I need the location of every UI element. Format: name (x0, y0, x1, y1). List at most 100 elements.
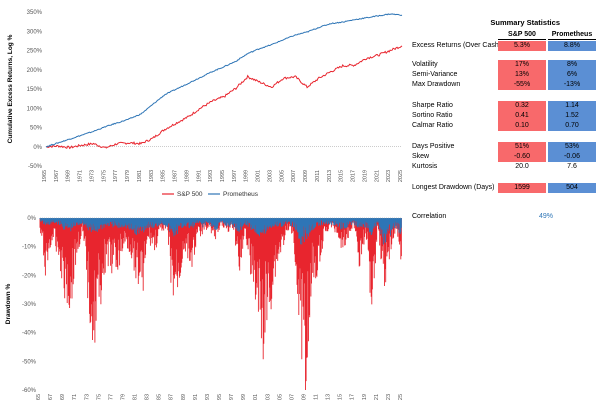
y-tick-label: 100% (27, 106, 43, 112)
x-tick-label: 17 (350, 394, 356, 400)
y-tick-label: 350% (27, 10, 43, 16)
stat-label: Semi-Variance (412, 71, 458, 78)
x-tick-label: 19 (362, 394, 368, 400)
y-tick-label: 300% (27, 29, 43, 35)
x-tick-label: 65 (36, 394, 42, 400)
x-tick-label: 1999 (244, 170, 250, 182)
x-tick-label: 11 (314, 394, 320, 400)
stat-value-prometheus: 7.6 (567, 163, 577, 170)
x-tick-label: 1985 (161, 170, 167, 182)
x-tick-label: 23 (386, 394, 392, 400)
legend-label-sp500: S&P 500 (177, 191, 203, 198)
stat-row-kurtosis: Kurtosis 20.0 7.6 (412, 162, 598, 172)
stat-value-prometheus: 8% (548, 60, 596, 70)
correlation-label: Correlation (412, 213, 447, 220)
y-tick-label: -40% (22, 331, 37, 337)
x-tick-label: 1987 (173, 170, 179, 182)
stat-row-skew: Skew -0.60 -0.06 (412, 152, 598, 162)
y-axis-label: Drawdown % (5, 284, 12, 325)
x-tick-label: 05 (277, 394, 283, 400)
x-tick-label: 1997 (232, 170, 238, 182)
x-tick-label: 71 (72, 394, 78, 400)
x-tick-label: 85 (157, 394, 163, 400)
stat-value-prometheus: 8.8% (548, 41, 596, 51)
x-tick-label: 81 (133, 394, 139, 400)
stat-row-semi-variance: Semi-Variance 13% 6% (412, 70, 598, 80)
stat-value-sp500: 20.0 (515, 163, 529, 170)
stat-value-prometheus: 1.14 (548, 101, 596, 111)
x-tick-label: 97 (229, 394, 235, 400)
y-tick-label: 200% (27, 68, 43, 74)
y-tick-label: 50% (30, 126, 43, 132)
y-tick-label: 150% (27, 87, 43, 93)
stat-row-longest-drawdown: Longest Drawdown (Days) 1599 504 (412, 183, 598, 193)
stat-value-prometheus: -13% (548, 80, 596, 90)
x-tick-label: 77 (108, 394, 114, 400)
stat-value-prometheus: 6% (548, 70, 596, 80)
x-tick-label: 2017 (351, 170, 357, 182)
prometheus-drawdown (39, 218, 402, 245)
x-tick-label: 69 (60, 394, 66, 400)
x-tick-label: 13 (326, 394, 332, 400)
x-tick-label: 67 (48, 394, 54, 400)
x-tick-label: 95 (217, 394, 223, 400)
x-tick-label: 1973 (89, 170, 95, 182)
x-tick-label: 1983 (149, 170, 155, 182)
x-tick-label: 1989 (184, 170, 190, 182)
stat-label: Sortino Ratio (412, 112, 453, 119)
stat-value-sp500: 0.32 (498, 101, 546, 111)
x-tick-label: 15 (338, 394, 344, 400)
summary-statistics-panel: Summary Statistics S&P 500 Prometheus Ex… (412, 18, 598, 228)
x-tick-label: 89 (181, 394, 187, 400)
stat-row-max-drawdown: Max Drawdown -55% -13% (412, 80, 598, 90)
stat-row-calmar: Calmar Ratio 0.10 0.70 (412, 121, 598, 131)
x-tick-label: 2013 (327, 170, 333, 182)
x-tick-label: 1977 (113, 170, 119, 182)
cumulative-returns-chart: -50% 0% 50% 100% 150% 200% 250% 300% 350% 1965 196… (7, 10, 404, 198)
stat-value-sp500: -0.60 (498, 152, 546, 162)
y-axis-label: Cumulative Excess Returns, Log % (7, 34, 14, 143)
stat-label: Longest Drawdown (Days) (412, 184, 495, 191)
x-tick-label: 1967 (54, 170, 60, 182)
stat-value-sp500: 17% (498, 60, 546, 70)
x-tick-label: 2023 (386, 170, 392, 182)
stat-value-prometheus: 504 (548, 183, 596, 193)
y-tick-label: 250% (27, 49, 43, 55)
drawdown-spikes (39, 218, 402, 245)
x-tick-label: 2019 (362, 170, 368, 182)
x-tick-label: 79 (120, 394, 126, 400)
x-tick-label: 99 (241, 394, 247, 400)
x-tick-label: 2021 (374, 170, 380, 182)
x-tick-label: 03 (265, 394, 271, 400)
stat-row-sortino: Sortino Ratio 0.41 1.52 (412, 111, 598, 121)
x-tick-label: 91 (193, 394, 199, 400)
y-tick-label: 0% (33, 145, 42, 151)
x-tick-label: 75 (96, 394, 102, 400)
x-tick-label: 1971 (78, 170, 84, 182)
stat-label: Kurtosis (412, 163, 438, 170)
y-tick-label: -20% (22, 273, 37, 279)
x-tick-label: 2001 (256, 170, 262, 182)
x-tick-label: 07 (289, 394, 295, 400)
stat-value-prometheus: -0.06 (548, 152, 596, 162)
x-tick-label: 2003 (267, 170, 273, 182)
stat-value-sp500: 5.3% (498, 41, 546, 51)
x-tick-label: 21 (374, 394, 380, 400)
stat-value-prometheus: 53% (548, 142, 596, 152)
column-header-sp500: S&P 500 (498, 31, 546, 40)
stat-value-sp500: 1599 (498, 183, 546, 193)
stat-value-sp500: 0.41 (498, 111, 546, 121)
x-tick-label: 87 (169, 394, 175, 400)
stat-label: Calmar Ratio (412, 122, 453, 129)
stat-label: Volatility (412, 61, 438, 68)
x-tick-label: 25 (398, 394, 404, 400)
x-tick-label: 93 (205, 394, 211, 400)
sp500-drawdown (39, 218, 402, 390)
x-tick-label: 2007 (291, 170, 297, 182)
x-tick-label: 1993 (208, 170, 214, 182)
stat-label: Days Positive (412, 143, 455, 150)
x-tick-label: 2011 (315, 170, 321, 182)
x-tick-label: 01 (253, 394, 259, 400)
summary-title: Summary Statistics (490, 18, 560, 27)
y-tick-label: -60% (22, 388, 37, 394)
